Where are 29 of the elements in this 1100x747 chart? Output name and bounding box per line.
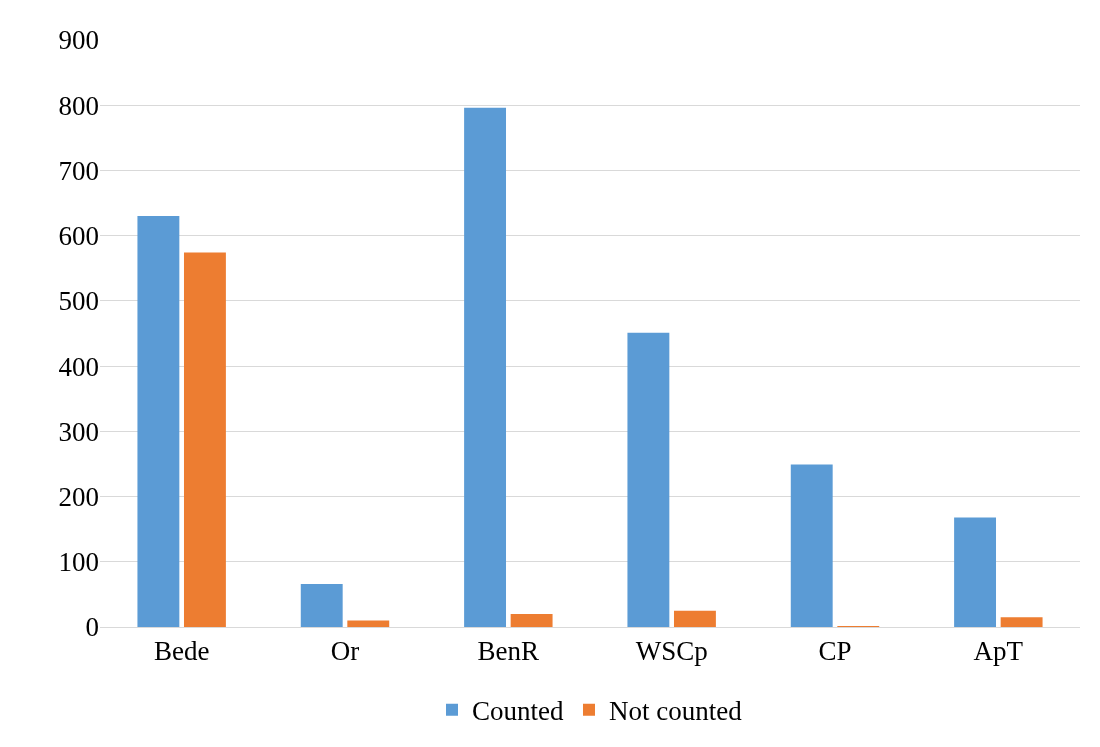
x-tick-label: ApT [973, 636, 1024, 667]
y-tick-label: 900 [58, 25, 99, 56]
y-tick-label: 200 [58, 482, 99, 513]
y-tick-label: 600 [58, 221, 99, 252]
x-tick-label: Or [330, 636, 360, 667]
legend-label: Counted [472, 696, 564, 727]
bar [510, 613, 553, 627]
x-tick-label: CP [818, 636, 852, 667]
y-tick-label: 400 [58, 351, 99, 382]
y-tick-label: 300 [58, 416, 99, 447]
x-tick-label: WSCp [635, 636, 708, 667]
bar [627, 332, 670, 627]
bar [1000, 617, 1043, 627]
y-tick-label: 700 [58, 155, 99, 186]
bar [300, 583, 343, 627]
bar [347, 620, 390, 627]
y-tick-label: 0 [85, 612, 99, 643]
bar [137, 216, 180, 627]
bar [464, 107, 507, 627]
bar [673, 610, 716, 627]
bar [790, 464, 833, 627]
x-tick-label: Bede [153, 636, 210, 667]
legend-label: Not counted [608, 696, 743, 727]
y-tick-label: 500 [58, 286, 99, 317]
bar [183, 252, 226, 627]
x-tick-label: BenR [477, 636, 540, 667]
y-tick-label: 100 [58, 547, 99, 578]
bar [954, 517, 997, 627]
y-tick-label: 800 [58, 90, 99, 121]
